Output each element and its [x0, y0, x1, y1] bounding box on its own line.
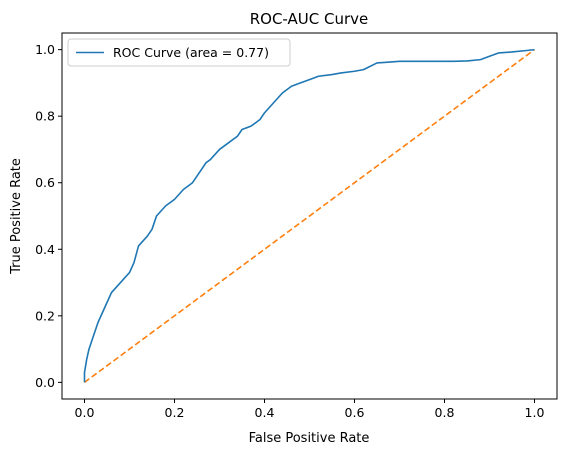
- x-axis-label: False Positive Rate: [249, 431, 370, 446]
- y-tick-label: 0.6: [35, 175, 55, 190]
- x-tick-label: 1.0: [525, 405, 545, 420]
- legend-label: ROC Curve (area = 0.77): [113, 45, 269, 60]
- x-tick-label: 0.8: [435, 405, 455, 420]
- y-axis-label: True Positive Rate: [9, 158, 24, 275]
- y-tick-label: 0.2: [35, 308, 55, 323]
- y-tick-label: 0.0: [35, 375, 55, 390]
- x-tick-label: 0.6: [345, 405, 365, 420]
- chance-diagonal-line: [84, 48, 535, 384]
- legend: ROC Curve (area = 0.77): [67, 38, 291, 67]
- y-tick-label: 0.8: [35, 109, 55, 124]
- x-tick-label: 0.0: [75, 405, 95, 420]
- series-layer: [83, 48, 535, 384]
- chart-title: ROC-AUC Curve: [250, 10, 369, 28]
- legend-box: [67, 38, 291, 67]
- y-axis-ticks: 0.0 0.2 0.4 0.6 0.8 1.0: [35, 42, 62, 390]
- x-tick-label: 0.2: [165, 405, 185, 420]
- x-tick-label: 0.4: [255, 405, 275, 420]
- y-tick-label: 0.4: [35, 242, 55, 257]
- y-tick-label: 1.0: [35, 42, 55, 57]
- x-axis-ticks: 0.0 0.2 0.4 0.6 0.8 1.0: [75, 399, 545, 420]
- plot-area: [61, 32, 558, 400]
- roc-curve-line: [83, 48, 535, 383]
